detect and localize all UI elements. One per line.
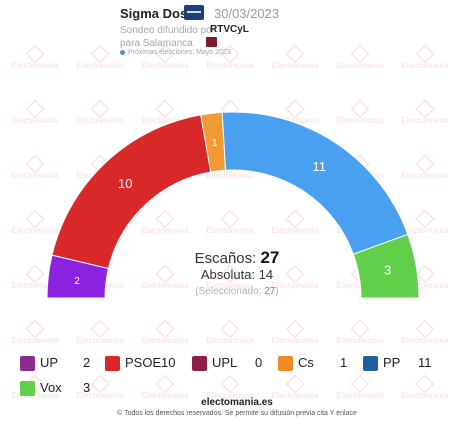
region-label: para Salamanca <box>120 38 193 49</box>
selected-label: (Seleccionado: <box>195 286 262 297</box>
legend-label: UPL <box>212 355 238 370</box>
up-logo-icon <box>20 356 35 371</box>
majority-label: Absoluta: 14 <box>200 267 274 282</box>
cs-logo-icon <box>278 356 293 371</box>
selected-value: 27 <box>264 286 276 297</box>
selected-seats: (Seleccionado: 27) <box>0 286 474 297</box>
legend-value: 10 <box>161 355 176 370</box>
legend-value: 3 <box>83 380 91 395</box>
slice-vox <box>352 233 420 299</box>
legend-label: PP <box>383 355 401 370</box>
poll-date: 30/03/2023 <box>214 6 280 21</box>
media-name: RTVCyL <box>210 24 249 35</box>
legend-item-cs[interactable]: Cs 1 <box>278 355 353 373</box>
slice-label-psoe: 10 <box>118 176 132 191</box>
slice-label-vox: 3 <box>384 263 391 278</box>
broadcast-label: Sondeo difundido por <box>120 25 216 36</box>
legend-label: PSOE <box>125 355 162 370</box>
legend-item-vox[interactable]: Vox 3 <box>20 380 120 398</box>
legend-item-psoe[interactable]: PSOE 10 <box>105 355 195 373</box>
selected-close: ) <box>275 286 279 297</box>
seats-total: Escaños: 27 <box>0 248 474 268</box>
header: Sigma Dos 30/03/2023 Sondeo difundido po… <box>0 0 474 60</box>
slice-label-cs: 1 <box>212 138 218 149</box>
slice-label-up: 2 <box>74 276 80 287</box>
legend-item-pp[interactable]: PP 11 <box>363 355 443 373</box>
next-elections: Próximas elecciones: Mayo 2023 <box>120 49 231 56</box>
next-elections-text: Próximas elecciones: Mayo 2023 <box>128 49 231 56</box>
legend-value: 1 <box>340 355 348 370</box>
upl-logo-icon <box>192 356 207 371</box>
legend-value: 11 <box>418 355 432 370</box>
slice-label-pp: 11 <box>313 159 327 174</box>
region-flag-icon <box>206 37 217 47</box>
slice-psoe <box>51 114 212 270</box>
footer-legal: © Todos los derechos reservados. Se perm… <box>117 410 357 417</box>
legend: UP 2 PSOE 10 UPL 0 Cs 1 PP 11 Vox 3 <box>0 350 474 400</box>
seats-total-value: 27 <box>260 248 280 267</box>
legend-label: UP <box>40 355 59 370</box>
legend-value: 2 <box>83 355 91 370</box>
vox-logo-icon <box>20 381 35 396</box>
pp-logo-icon <box>363 356 378 371</box>
slice-pp <box>221 111 409 255</box>
legend-item-up[interactable]: UP 2 <box>20 355 120 373</box>
seats-label: Escaños: <box>194 250 257 267</box>
legend-item-upl[interactable]: UPL 0 <box>192 355 272 373</box>
legend-label: Cs <box>298 355 314 370</box>
psoe-logo-icon <box>105 356 120 371</box>
legend-value: 0 <box>255 355 263 370</box>
globe-icon <box>120 49 125 55</box>
pollster-name: Sigma Dos <box>120 6 188 21</box>
legend-label: Vox <box>40 380 62 395</box>
pollster-logo-icon <box>184 5 204 20</box>
footer-brand[interactable]: electomania.es <box>201 397 273 408</box>
